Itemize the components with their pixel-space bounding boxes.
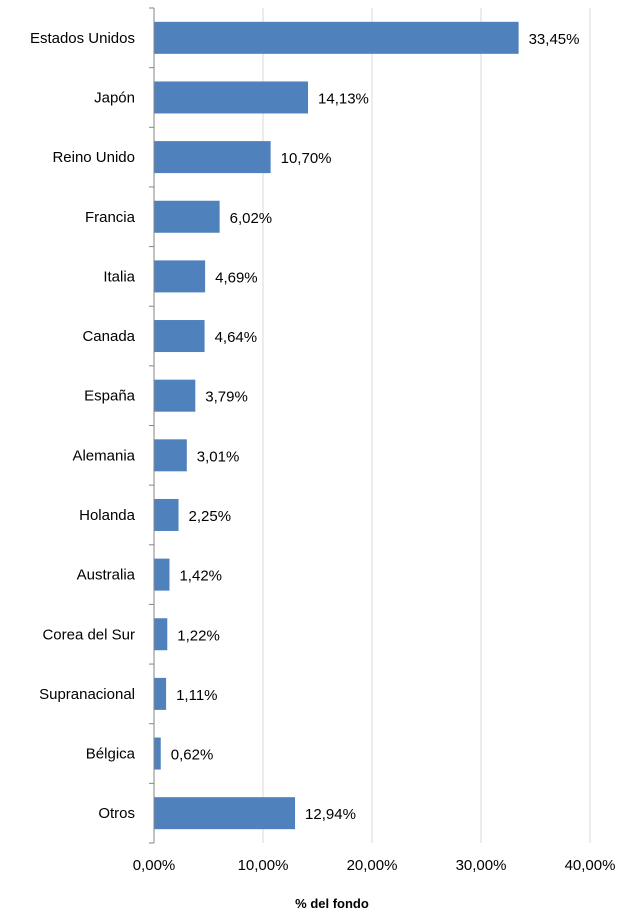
x-tick-label: 30,00% (456, 857, 507, 874)
data-label: 10,70% (281, 150, 332, 167)
category-label: Alemania (72, 447, 135, 464)
data-label: 3,01% (197, 448, 240, 465)
bar (154, 797, 296, 830)
data-label: 1,11% (176, 687, 217, 704)
data-label: 1,42% (179, 568, 222, 585)
data-label: 1,22% (177, 627, 220, 644)
data-label: 33,45% (529, 31, 580, 48)
category-label: Otros (98, 805, 135, 822)
bar (154, 260, 206, 293)
bar (154, 320, 205, 353)
category-label: Canada (82, 328, 135, 345)
category-label: Japón (94, 89, 135, 106)
axes (149, 7, 155, 844)
x-tick-label: 40,00% (565, 857, 616, 874)
bar (154, 558, 170, 591)
data-label: 4,69% (215, 269, 258, 286)
data-label: 14,13% (318, 90, 369, 107)
category-label: Bélgica (86, 746, 136, 763)
bar (154, 618, 168, 651)
data-labels: 33,45% 14,13% 10,70% 6,02% 4,69% 4,64% 3,79% 3,… (171, 31, 580, 823)
x-tick-label: 10,00% (238, 857, 289, 874)
category-label: Reino Unido (52, 149, 135, 166)
data-label: 2,25% (189, 508, 232, 525)
bar (154, 81, 309, 114)
bar (154, 379, 196, 412)
data-label: 4,64% (215, 329, 258, 346)
bar (154, 21, 519, 54)
x-axis-title: % del fondo (295, 896, 369, 911)
bar (154, 498, 179, 531)
category-label: Francia (85, 209, 136, 226)
x-tick-label: 0,00% (133, 857, 176, 874)
category-label: Italia (103, 268, 135, 285)
category-label: Holanda (79, 507, 136, 524)
bar (154, 200, 220, 233)
category-label: Corea del Sur (42, 626, 135, 643)
category-label: España (84, 388, 136, 405)
data-label: 0,62% (171, 747, 214, 764)
category-label: Estados Unidos (30, 30, 135, 47)
bar (154, 439, 187, 472)
data-label: 6,02% (230, 210, 273, 227)
category-labels: Estados Unidos Japón Reino Unido Francia Ita… (30, 30, 136, 822)
gridlines (262, 8, 591, 843)
bars (154, 21, 519, 830)
x-tick-labels: 0,00% 10,00% 20,00% 30,00% 40,00% (133, 857, 616, 874)
bar (154, 677, 167, 710)
data-label: 3,79% (205, 389, 248, 406)
bar (154, 141, 271, 174)
data-label: 12,94% (305, 806, 356, 823)
category-label: Australia (77, 567, 136, 584)
bar (154, 737, 161, 770)
x-tick-label: 20,00% (347, 857, 398, 874)
category-label: Supranacional (39, 686, 135, 703)
